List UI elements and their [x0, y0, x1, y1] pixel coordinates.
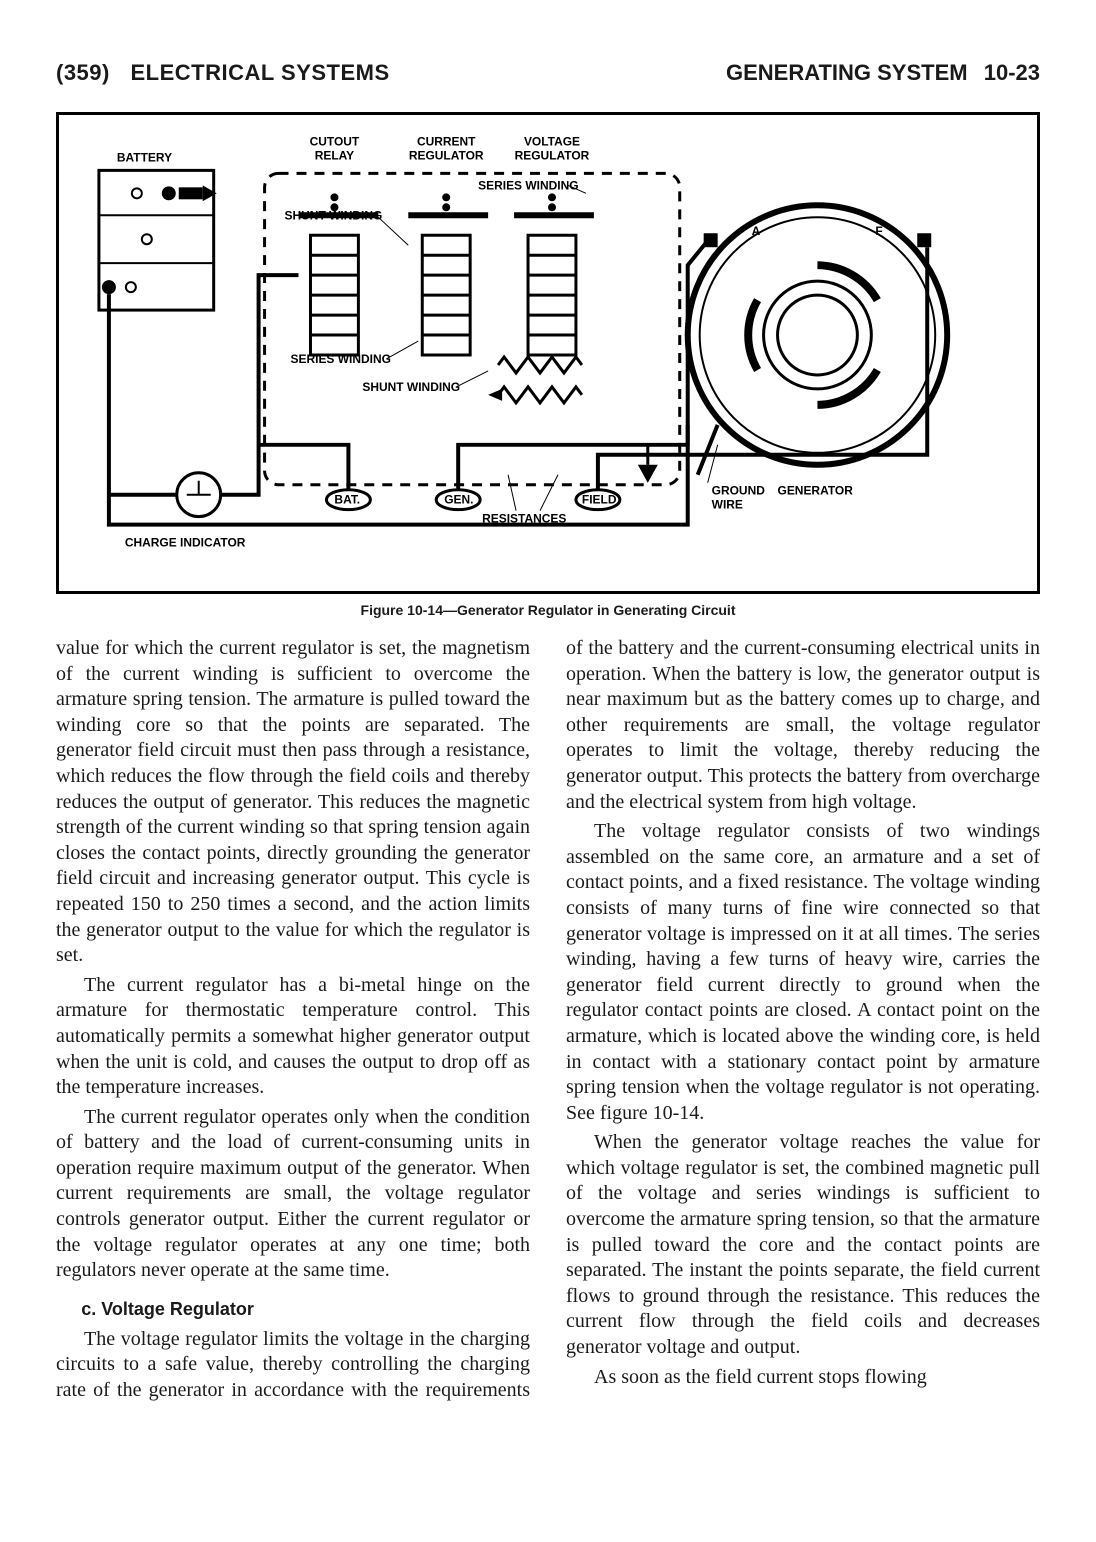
- label-current-reg-1: CURRENT: [417, 134, 476, 148]
- label-voltage-reg-2: REGULATOR: [515, 148, 590, 162]
- figure-caption: Figure 10-14—Generator Regulator in Gene…: [56, 602, 1040, 618]
- chapter-title-right: GENERATING SYSTEM: [726, 60, 968, 85]
- label-gen: GEN.: [444, 493, 473, 507]
- header-left: (359) ELECTRICAL SYSTEMS: [56, 60, 390, 86]
- paragraph-3: The current regulator operates only when…: [56, 1105, 530, 1284]
- paragraph-2: The current regulator has a bi-metal hin…: [56, 973, 530, 1101]
- label-series-winding-top: SERIES WINDING: [478, 178, 578, 192]
- label-bat: BAT.: [334, 493, 360, 507]
- label-ground-wire-2: WIRE: [712, 498, 743, 512]
- chapter-title-left: ELECTRICAL SYSTEMS: [130, 60, 389, 85]
- label-cutout-relay-1: CUTOUT: [310, 134, 360, 148]
- body-text: value for which the current regulator is…: [56, 636, 1040, 1404]
- label-current-reg-2: REGULATOR: [409, 148, 484, 162]
- page-number-left: (359): [56, 60, 110, 85]
- paragraph-5: The voltage regulator consists of two wi…: [566, 819, 1040, 1126]
- label-cutout-relay-2: RELAY: [315, 148, 354, 162]
- label-shunt-winding-bot: SHUNT WINDING: [362, 380, 460, 394]
- figure-diagram: BATTERY CHARGE INDICATOR CUTOUT RELAY CU…: [56, 112, 1040, 594]
- paragraph-6: When the generator voltage reaches the v…: [566, 1130, 1040, 1360]
- label-ground-wire-1: GROUND: [712, 484, 766, 498]
- circuit-diagram-svg: BATTERY CHARGE INDICATOR CUTOUT RELAY CU…: [59, 115, 1037, 591]
- paragraph-7: As soon as the field current stops flowi…: [566, 1365, 1040, 1391]
- label-f: F: [875, 224, 882, 238]
- label-battery: BATTERY: [117, 150, 172, 164]
- label-a: A: [752, 224, 761, 238]
- label-generator: GENERATOR: [778, 484, 854, 498]
- page-number-right: 10-23: [984, 60, 1040, 85]
- label-shunt-winding-top: SHUNT WINDING: [285, 208, 383, 222]
- paragraph-1: value for which the current regulator is…: [56, 636, 530, 969]
- page: (359) ELECTRICAL SYSTEMS GENERATING SYST…: [0, 0, 1096, 1542]
- header-right: GENERATING SYSTEM 10-23: [726, 60, 1040, 86]
- label-field: FIELD: [582, 493, 617, 507]
- label-series-winding-bot: SERIES WINDING: [291, 352, 391, 366]
- label-resistances: RESISTANCES: [482, 512, 566, 526]
- subhead-c: c. Voltage Regulator: [81, 1298, 530, 1321]
- page-header: (359) ELECTRICAL SYSTEMS GENERATING SYST…: [56, 60, 1040, 86]
- label-voltage-reg-1: VOLTAGE: [524, 134, 580, 148]
- label-charge-indicator: CHARGE INDICATOR: [125, 536, 246, 550]
